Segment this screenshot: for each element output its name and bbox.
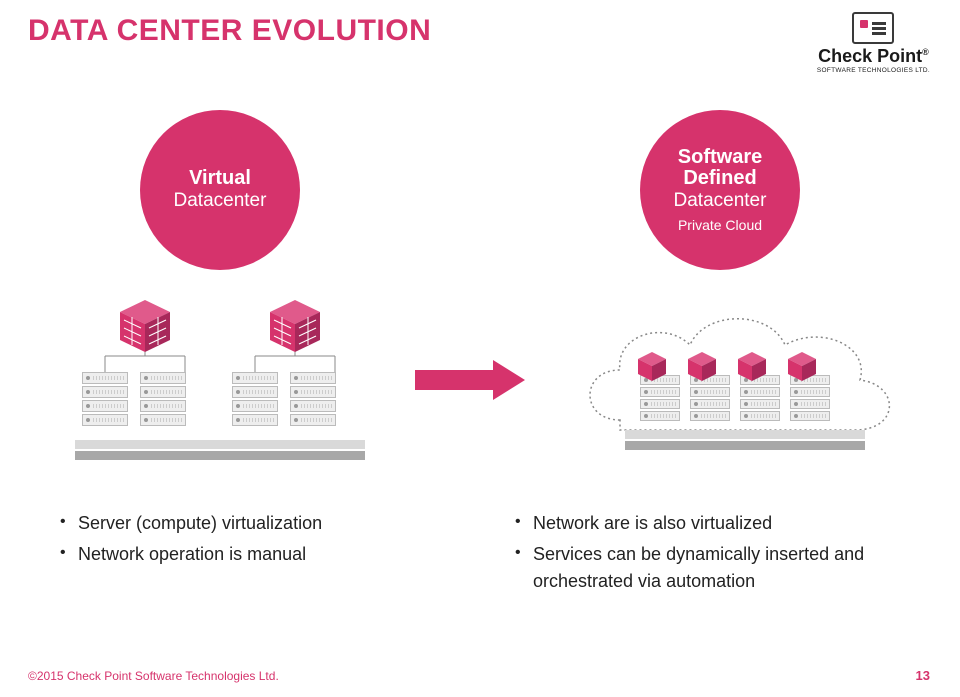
server-rack-icon [690,375,730,423]
bullet-item: Network operation is manual [60,541,430,568]
server-rack-group [640,375,830,423]
logo-subtitle: SOFTWARE TECHNOLOGIES LTD. [817,67,930,74]
circle-left-line2: Datacenter [174,191,267,212]
circle-right-line2: Defined [683,168,756,189]
bullet-item: Server (compute) virtualization [60,510,430,537]
server-rack-icon [640,375,680,423]
server-rack-icon [232,372,278,428]
server-rack-icon [790,375,830,423]
logo-registered: ® [922,47,929,57]
page-number: 13 [916,668,930,683]
logo-brand: Check Point® [817,46,930,67]
transition-arrow-icon [415,360,535,400]
server-rack-icon [290,372,336,428]
left-bullets: Server (compute) virtualization Network … [60,510,430,572]
server-rack-group [232,372,336,428]
circle-left-line1: Virtual [189,168,251,189]
server-rack-icon [140,372,186,428]
circle-right-line3: Datacenter [674,191,767,212]
footer-copyright: ©2015 Check Point Software Technologies … [28,669,279,683]
server-rack-icon [740,375,780,423]
mini-firewalls [638,352,848,382]
checkpoint-logo: Check Point® SOFTWARE TECHNOLOGIES LTD. [817,12,930,74]
server-rack-group [82,372,186,428]
bullet-item: Services can be dynamically inserted and… [515,541,915,595]
sddc-circle: Software Defined Datacenter Private Clou… [640,110,800,270]
bullet-item: Network are is also virtualized [515,510,915,537]
firewall-icon [120,300,170,352]
circle-right-sub: Private Cloud [678,217,762,233]
sddc-diagram [560,300,920,480]
logo-icon [852,12,894,44]
traditional-datacenter-diagram [60,300,390,480]
firewall-icon [270,300,320,352]
circle-right-line1: Software [678,147,762,168]
slide-title: DATA CENTER EVOLUTION [28,14,431,48]
right-bullets: Network are is also virtualized Services… [515,510,915,599]
logo-brand-text: Check Point [818,46,922,66]
virtual-datacenter-circle: Virtual Datacenter [140,110,300,270]
server-rack-icon [82,372,128,428]
